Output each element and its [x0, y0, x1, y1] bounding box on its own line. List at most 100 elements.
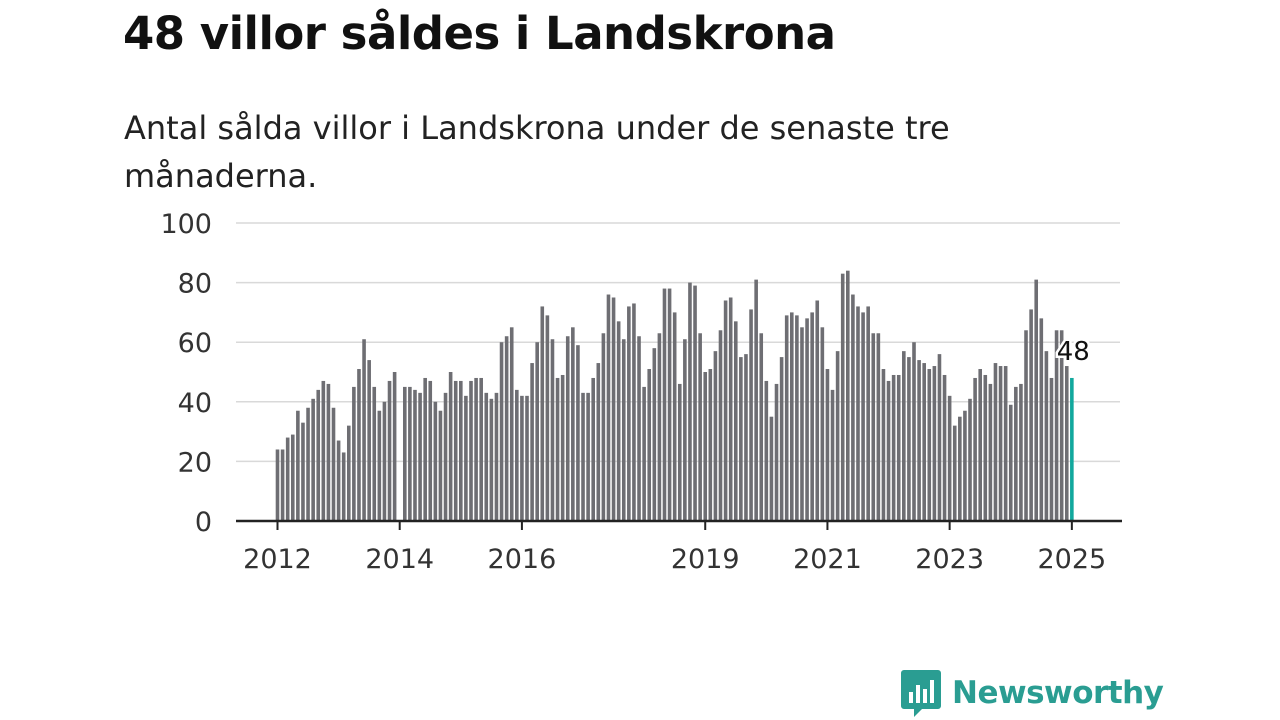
value-label: 48: [1057, 337, 1090, 367]
bars: [275, 270, 1074, 521]
bar: [403, 386, 407, 521]
bar: [749, 309, 753, 521]
bar: [357, 369, 361, 521]
bar: [1003, 366, 1008, 521]
bar: [346, 425, 351, 521]
x-tick-label: 2025: [1037, 544, 1106, 575]
bar: [474, 377, 478, 521]
bar: [1019, 383, 1023, 521]
bar: [739, 357, 743, 521]
bar: [362, 339, 366, 521]
bar: [942, 374, 947, 521]
bar: [418, 392, 422, 521]
bar: [555, 377, 560, 521]
bar: [769, 416, 774, 521]
bar: [448, 372, 453, 521]
bar: [1029, 309, 1033, 521]
newsworthy-logo-icon: [901, 670, 941, 717]
bar: [1049, 377, 1054, 521]
bar: [886, 380, 891, 521]
bar: [560, 374, 565, 521]
bar: [698, 333, 702, 521]
bar: [1054, 330, 1059, 521]
bar: [998, 366, 1003, 521]
bar: [932, 366, 937, 521]
bar: [443, 392, 448, 521]
bar: [469, 380, 473, 521]
bar: [413, 389, 417, 521]
bar: [331, 407, 336, 521]
bar: [851, 294, 855, 521]
bar: [479, 377, 483, 521]
bar: [464, 395, 468, 521]
bar: [459, 380, 463, 521]
bar: [311, 398, 315, 521]
x-axis: [236, 519, 1122, 530]
bar: [927, 369, 932, 521]
bar: [489, 398, 494, 521]
bar: [1059, 330, 1064, 521]
bar: [540, 306, 545, 521]
bar: [341, 452, 346, 521]
bar: [825, 369, 830, 521]
bar: [784, 315, 789, 521]
bar: [968, 398, 972, 521]
bar: [693, 285, 697, 521]
bar: [438, 410, 443, 521]
bar: [810, 312, 814, 521]
bar: [683, 339, 687, 521]
bar: [316, 389, 321, 521]
bar: [805, 318, 809, 521]
x-axis-labels: 2012 2014 2016 2019 2021 2023 2025: [243, 544, 1106, 575]
bar: [800, 327, 804, 521]
bar: [280, 449, 285, 521]
bar: [866, 306, 870, 521]
highlight-bar: [1070, 377, 1074, 521]
y-tick-label: 60: [178, 328, 212, 359]
bar: [902, 351, 906, 521]
bar: [515, 389, 519, 521]
bar: [428, 380, 433, 521]
bar: [947, 395, 952, 521]
bar: [581, 392, 585, 521]
bar: [993, 363, 998, 521]
brand-logo: Newsworthy: [900, 668, 1164, 718]
bar: [912, 342, 916, 521]
bar: [754, 279, 758, 521]
bar: [621, 339, 626, 521]
y-tick-label: 40: [178, 388, 212, 419]
bar: [677, 383, 682, 521]
bar: [352, 386, 356, 521]
bar: [718, 330, 723, 521]
bar: [963, 410, 967, 521]
bar: [275, 449, 280, 521]
bar: [453, 380, 458, 521]
bar: [733, 321, 738, 521]
bar: [672, 312, 677, 521]
bar: [846, 270, 850, 521]
bar: [1014, 386, 1018, 521]
x-tick-label: 2023: [915, 544, 984, 575]
bar: [917, 360, 921, 521]
bar: [611, 297, 616, 521]
chart-subtitle: Antal sålda villor i Landskrona under de…: [124, 109, 950, 195]
y-tick-label: 100: [160, 209, 212, 240]
bar: [703, 372, 708, 521]
bar: [723, 300, 728, 521]
bar: [662, 288, 667, 521]
chart-title: 48 villor såldes i Landskrona: [123, 7, 836, 60]
bar: [601, 333, 606, 521]
bar: [881, 369, 886, 521]
bar: [535, 342, 539, 521]
bar: [708, 369, 713, 521]
x-tick-label: 2019: [671, 544, 740, 575]
bar: [922, 363, 926, 521]
y-axis-labels: 0 20 40 60 80 100: [160, 209, 212, 538]
bar: [550, 339, 555, 521]
bar: [306, 407, 310, 521]
bar: [667, 288, 672, 521]
brand-name: Newsworthy: [952, 675, 1164, 711]
bar: [820, 327, 825, 521]
bar: [336, 440, 341, 521]
bar: [296, 410, 300, 521]
